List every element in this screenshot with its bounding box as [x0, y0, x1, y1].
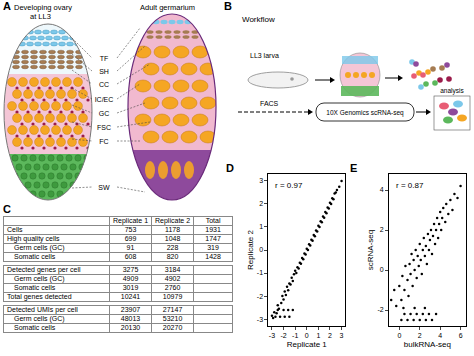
svg-text:FSC: FSC [97, 124, 111, 131]
html-text:4902: 4902 [164, 275, 181, 282]
html-text:Replicate 2: Replicate 2 [155, 217, 191, 224]
svg-text:0: 0 [380, 266, 384, 273]
html-text:Total: Total [205, 217, 221, 224]
html-text:1747: 1747 [205, 235, 221, 242]
html-text:608: 608 [124, 253, 137, 260]
svg-text:Adult germarium: Adult germarium [140, 3, 195, 12]
html-text:High quality cells: High quality cells [7, 235, 60, 242]
svg-text:LL3 larva: LL3 larva [250, 52, 279, 59]
svg-text:r = 0.87: r = 0.87 [396, 181, 424, 190]
svg-text:-3: -3 [257, 316, 263, 323]
html-text:Detected genes per cell: Detected genes per cell [7, 266, 81, 273]
html-text:27147: 27147 [162, 306, 183, 313]
svg-text:scRNA-seq: scRNA-seq [366, 230, 375, 270]
svg-text:Workflow: Workflow [242, 15, 275, 24]
svg-text:-1: -1 [257, 269, 263, 276]
svg-text:at LL3: at LL3 [30, 12, 51, 21]
html-text:Total genes detected: Total genes detected [7, 293, 72, 300]
html-text:23907: 23907 [120, 306, 141, 313]
html-text:Somatic cells: Somatic cells [14, 284, 56, 291]
html-text:Germ cells (GC): Germ cells (GC) [14, 244, 65, 251]
html-text:53210: 53210 [162, 315, 183, 322]
html-text:D: D [226, 162, 234, 174]
svg-text:-2: -2 [280, 332, 286, 339]
html-text:1178: 1178 [165, 226, 181, 233]
html-text:228: 228 [166, 244, 179, 251]
svg-text:3: 3 [340, 332, 344, 339]
html-text:20270: 20270 [162, 324, 183, 331]
svg-text:FC: FC [99, 138, 108, 145]
svg-text:Developing ovary: Developing ovary [14, 3, 72, 12]
html-text:91: 91 [126, 244, 135, 251]
svg-text:-1: -1 [292, 332, 298, 339]
svg-text:bulkRNA-seq: bulkRNA-seq [404, 340, 451, 349]
html-text:E: E [350, 162, 358, 174]
html-text:10979: 10979 [162, 293, 183, 300]
html-text:C: C [3, 203, 11, 215]
svg-text:SW: SW [98, 184, 110, 191]
html-text:699: 699 [124, 235, 137, 242]
html-text:1931: 1931 [205, 226, 221, 233]
svg-text:Replicate 1: Replicate 1 [287, 340, 328, 349]
svg-text:r = 0.97: r = 0.97 [275, 181, 303, 190]
html-text:B: B [224, 0, 232, 12]
svg-text:-3: -3 [269, 332, 275, 339]
svg-text:-2: -2 [257, 293, 263, 300]
svg-text:6: 6 [459, 332, 463, 339]
html-text:1428: 1428 [205, 253, 221, 260]
html-text:10241: 10241 [120, 293, 141, 300]
html-text:20130: 20130 [120, 324, 141, 331]
svg-text:4: 4 [380, 186, 384, 193]
html-text:3019: 3019 [122, 284, 139, 291]
svg-text:4: 4 [438, 332, 442, 339]
html-text:1048: 1048 [164, 235, 181, 242]
svg-text:Replicate 2: Replicate 2 [246, 229, 255, 270]
svg-text:1: 1 [259, 223, 263, 230]
html-text:4909: 4909 [122, 275, 139, 282]
html-text:Somatic cells: Somatic cells [14, 253, 56, 260]
svg-text:0: 0 [305, 332, 309, 339]
html-text:3184: 3184 [164, 266, 181, 273]
html-text:753: 753 [124, 226, 137, 233]
svg-text:0: 0 [397, 332, 401, 339]
html-text:Germ cells (GC): Germ cells (GC) [14, 315, 65, 322]
svg-text:GC: GC [99, 110, 110, 117]
svg-text:0: 0 [259, 246, 263, 253]
html-text:Detected UMIs per cell: Detected UMIs per cell [7, 306, 78, 313]
svg-text:3: 3 [259, 177, 263, 184]
svg-text:1: 1 [316, 332, 320, 339]
svg-text:IC/EC: IC/EC [95, 96, 114, 103]
html-text:48013: 48013 [120, 315, 141, 322]
svg-text:CC: CC [99, 81, 109, 88]
html-text:3275: 3275 [122, 266, 139, 273]
html-text:319: 319 [207, 244, 219, 251]
html-text:A: A [3, 0, 11, 12]
html-text:Germ cells (GC): Germ cells (GC) [14, 275, 65, 282]
html-text:Cells: Cells [7, 226, 23, 233]
html-text:820: 820 [166, 253, 179, 260]
html-text:2760: 2760 [164, 284, 181, 291]
html-text:Replicate 1: Replicate 1 [113, 217, 148, 224]
svg-text:TF: TF [100, 55, 109, 62]
svg-text:10X Genomics scRNA-seq: 10X Genomics scRNA-seq [326, 109, 404, 117]
svg-text:SH: SH [99, 68, 109, 75]
svg-text:2: 2 [380, 226, 384, 233]
html-text:Somatic cells: Somatic cells [14, 324, 56, 331]
svg-text:2: 2 [328, 332, 332, 339]
svg-text:analysis: analysis [440, 87, 464, 95]
svg-text:FACS: FACS [260, 100, 279, 107]
svg-text:2: 2 [259, 200, 263, 207]
svg-text:2: 2 [418, 332, 422, 339]
svg-text:-2: -2 [377, 306, 383, 313]
